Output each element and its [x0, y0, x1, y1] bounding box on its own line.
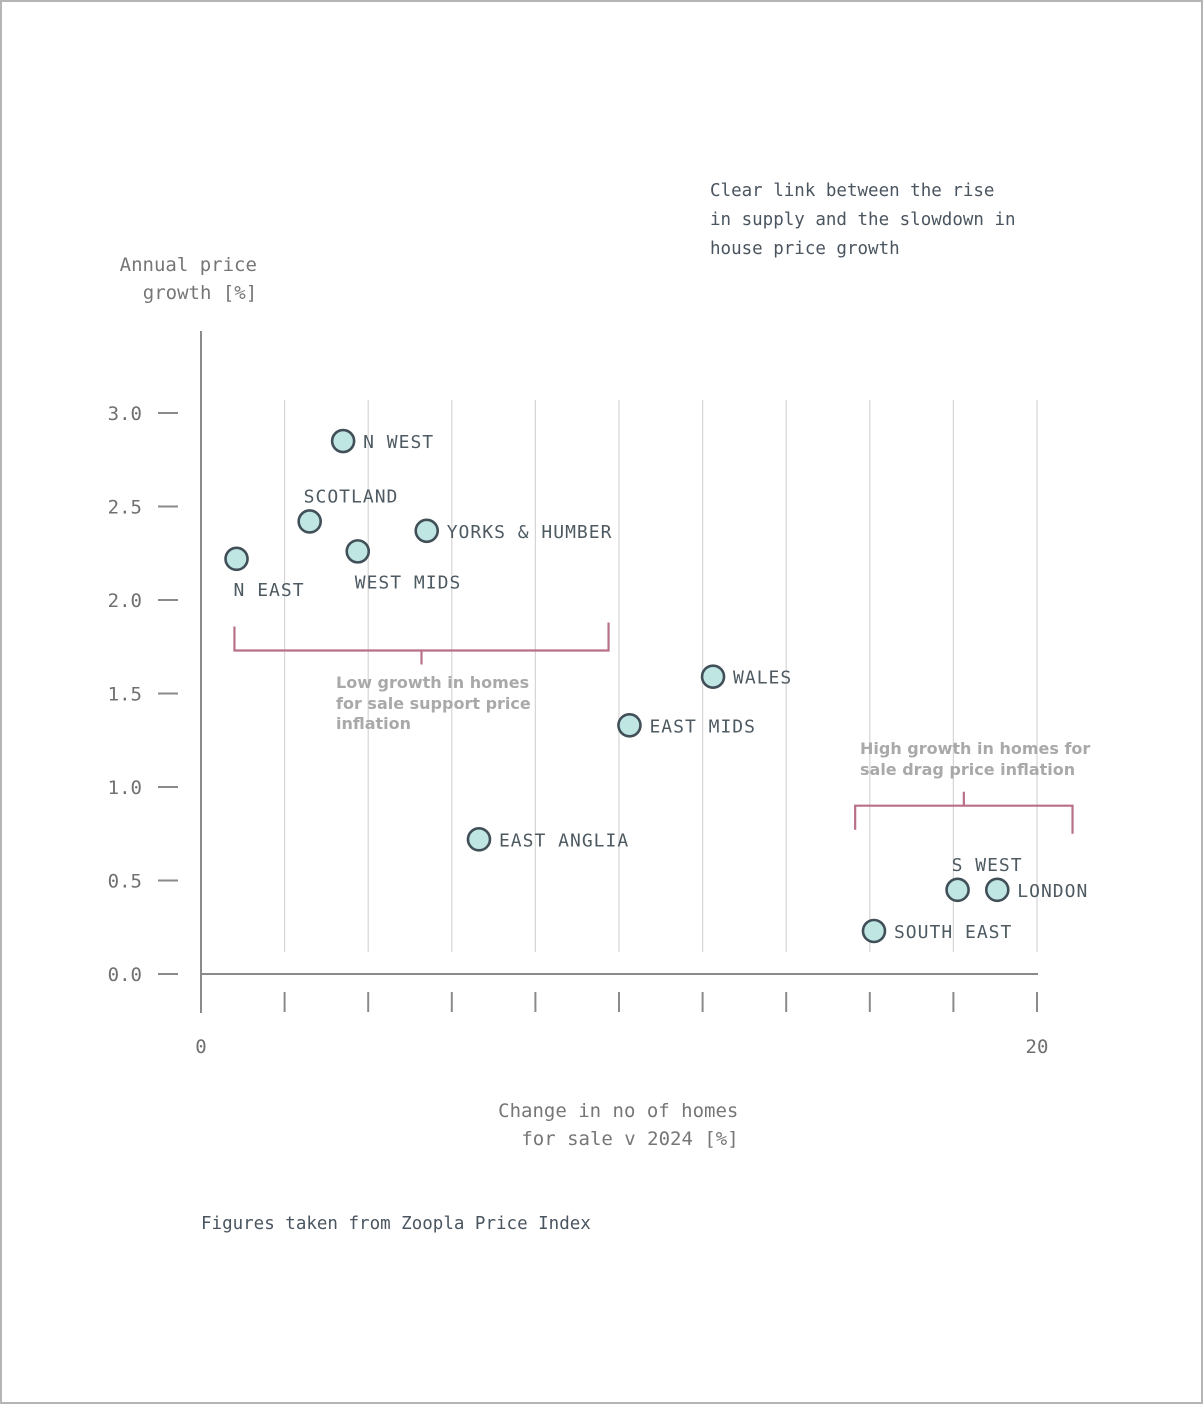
y-axis-title: Annual price growth [%]	[120, 254, 269, 304]
point-east-mids	[617, 712, 642, 738]
x-ticks: 0 20	[195, 992, 1048, 1058]
source-note: Figures taken from Zoopla Price Index	[201, 1214, 591, 1234]
point-wales	[700, 664, 726, 689]
point-s-west	[945, 877, 970, 903]
point-label-n-west: N WEST	[363, 432, 434, 453]
insight-note-line-1: Clear link between the rise	[710, 181, 994, 201]
point-n-east	[224, 546, 249, 572]
point-label-yorks-and-humber: YORKS & HUMBER	[447, 522, 613, 543]
annotation-high-growth: High growth in homes for sale drag price…	[860, 739, 1096, 779]
point-west-mids	[345, 539, 371, 564]
point-scotland	[297, 509, 322, 534]
insight-note-line-3: house price growth	[710, 239, 900, 259]
annotation-bracket-1	[233, 622, 610, 665]
x-axis-title-line-1: Change in no of homes	[498, 1100, 738, 1122]
point-label-s-west: S WEST	[952, 855, 1023, 876]
y-axis-title-line-1: Annual price	[120, 254, 257, 276]
x-axis-title: Change in no of homes for sale v 2024 [%…	[498, 1100, 750, 1150]
annotation-low-growth: Low growth in homes for sale support pri…	[336, 673, 536, 733]
annotation-brackets	[233, 622, 1074, 834]
point-london	[984, 877, 1010, 903]
y-tick-label-1-5: 1.5	[108, 684, 142, 706]
data-points	[224, 428, 1010, 944]
annotation-low-growth-line-1: Low growth in homes	[336, 673, 529, 692]
point-east-anglia	[466, 827, 492, 852]
point-label-east-mids: EAST MIDS	[649, 716, 756, 737]
point-south-east	[861, 918, 887, 944]
point-label-east-anglia: EAST ANGLIA	[499, 830, 629, 851]
point-labels: N EAST SCOTLAND N WEST WEST MIDS YORKS & HUM…	[234, 432, 1088, 943]
x-axis-title-line-2: for sale v 2024 [%]	[521, 1128, 738, 1150]
y-tick-label-1: 1.0	[108, 777, 142, 799]
point-yorks-and-humber	[414, 518, 440, 544]
point-label-n-east: N EAST	[234, 580, 305, 601]
gridlines	[284, 400, 1038, 952]
annotation-high-growth-line-1: High growth in homes for	[860, 739, 1090, 758]
y-ticks: 0.0 0.5 1.0 1.5 2.0 2.5 3.0	[108, 403, 178, 986]
point-n-west	[330, 428, 356, 454]
point-label-west-mids: WEST MIDS	[355, 572, 462, 593]
point-label-south-east: SOUTH EAST	[894, 922, 1012, 943]
x-tick-label-0: 0	[195, 1036, 206, 1058]
y-tick-label-3: 3.0	[108, 403, 142, 425]
axes	[200, 331, 1038, 1013]
y-tick-label-2: 2.0	[108, 590, 142, 612]
point-label-wales: WALES	[733, 668, 792, 689]
annotation-low-growth-line-2: for sale support price	[336, 694, 531, 713]
annotation-high-growth-line-2: sale drag price inflation	[860, 760, 1075, 779]
annotation-bracket-2	[854, 791, 1074, 834]
y-axis-title-line-2: growth [%]	[143, 282, 257, 304]
y-tick-label-2-5: 2.5	[108, 497, 142, 519]
y-tick-label-0-5: 0.5	[108, 871, 142, 893]
insight-note: Clear link between the rise in supply an…	[710, 181, 1026, 259]
point-label-scotland: SCOTLAND	[304, 486, 399, 507]
insight-note-line-2: in supply and the slowdown in	[710, 210, 1016, 230]
point-label-london: LONDON	[1017, 881, 1088, 902]
y-tick-label-0: 0.0	[108, 964, 142, 986]
annotation-low-growth-line-3: inflation	[336, 714, 411, 733]
x-tick-label-20: 20	[1026, 1036, 1049, 1058]
